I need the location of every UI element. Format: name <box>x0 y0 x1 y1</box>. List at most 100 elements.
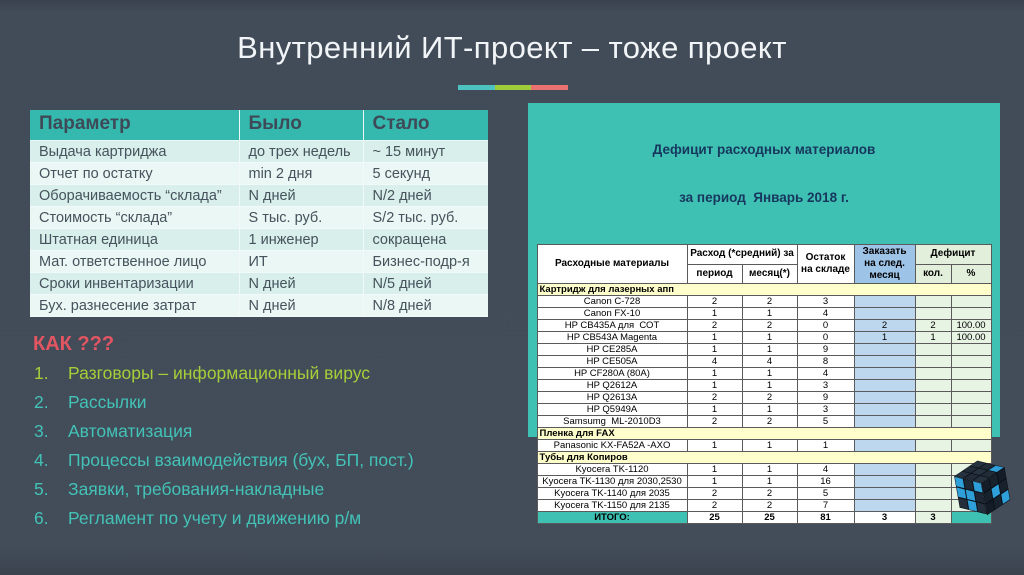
report-cell-order <box>853 295 916 308</box>
report-cell-stock: 5 <box>796 487 855 500</box>
report-cell-qty <box>914 439 952 452</box>
report-section-row: Картридж для лазерных апп <box>536 283 992 296</box>
report-cell-qty <box>914 415 952 428</box>
report-cell-qty <box>914 379 952 392</box>
cube-tile <box>974 491 985 504</box>
comparison-cell-param: Оборачиваемость “склада” <box>30 184 240 207</box>
comparison-cell-after: N/2 дней <box>363 184 488 207</box>
comparison-row: Оборачиваемость “склада” N дней N/2 дней <box>30 184 488 207</box>
cube-tile <box>981 478 991 493</box>
report-cell-qty <box>914 343 952 356</box>
report-cell-period: 1 <box>686 331 743 344</box>
report-cell-name: Kyocera TK-1120 <box>536 463 688 476</box>
report-cell-pct <box>950 391 992 404</box>
report-data-row: Kyocera TK-1150 для 2135 2 2 7 <box>536 499 992 512</box>
cube-tile <box>997 468 1006 483</box>
how-list-item: 3. Автоматизация <box>34 421 514 450</box>
how-item-number: 6. <box>34 508 49 528</box>
how-list-item: 1. Разговоры – информационный вирус <box>34 363 514 392</box>
report-total-order: 3 <box>853 511 916 524</box>
report-cell-stock: 1 <box>796 439 855 452</box>
report-data-row: Panasonic KX-FA52A -AXO 1 1 1 <box>536 439 992 452</box>
report-cell-month: 1 <box>741 463 798 476</box>
comparison-cell-after: сокращена <box>363 228 488 251</box>
report-cell-month: 1 <box>741 439 798 452</box>
report-cell-order <box>853 487 916 500</box>
report-data-row: Canon FX-10 1 1 4 <box>536 307 992 320</box>
cube-tile <box>979 463 995 470</box>
report-cell-stock: 9 <box>796 343 855 356</box>
report-data-row: HP CF280A (80A) 1 1 4 <box>536 367 992 380</box>
report-cell-month: 2 <box>741 295 798 308</box>
cube-tile <box>989 473 999 488</box>
report-cell-month: 1 <box>741 475 798 488</box>
report-cell-pct <box>950 403 992 416</box>
report-cell-qty <box>914 307 952 320</box>
comparison-table-body: Выдача картриджа до трех недель ~ 15 минут… <box>30 140 488 317</box>
comparison-row: Штатная единица 1 инженер сокращена <box>30 228 488 251</box>
report-cell-pct <box>950 307 992 320</box>
report-cell-qty: 1 <box>914 331 952 344</box>
rubiks-cube-image <box>954 460 1011 516</box>
report-cell-stock: 4 <box>796 367 855 380</box>
report-cell-name: Kyocera TK-1150 для 2135 <box>536 499 688 512</box>
report-data-row: HP CB435A для СОТ 2 2 0 2 2 100.00 <box>536 319 992 332</box>
report-total-month: 25 <box>741 511 798 524</box>
report-cell-name: HP CE285A <box>536 343 688 356</box>
report-cell-stock: 0 <box>796 319 855 332</box>
report-cell-stock: 4 <box>796 463 855 476</box>
report-title: Дефицит расходных материалов за период Я… <box>528 103 1000 238</box>
report-cell-period: 1 <box>686 439 743 452</box>
report-cell-name: Kyocera TK-1140 для 2035 <box>536 487 688 500</box>
comparison-cell-before: до трех недель <box>239 140 364 163</box>
report-header-stock: Остаток на складе <box>796 244 855 284</box>
report-cell-name: Canon C-728 <box>536 295 688 308</box>
report-cell-order <box>853 475 916 488</box>
how-item-number: 3. <box>34 421 49 441</box>
report-cell-qty <box>914 403 952 416</box>
comparison-cell-after: Бизнес-подр-я <box>363 250 488 273</box>
report-section-name: Пленка для FAX <box>536 427 992 440</box>
report-cell-month: 1 <box>741 331 798 344</box>
how-item-number: 2. <box>34 392 49 412</box>
report-cell-pct <box>950 367 992 380</box>
report-data-row: Samsumg ML-2010D3 2 2 5 <box>536 415 992 428</box>
deficit-report-panel: Дефицит расходных материалов за период Я… <box>528 103 1000 524</box>
cube-tile <box>988 465 1004 473</box>
cube-tile <box>973 475 989 483</box>
report-cell-pct: 100.00 <box>950 331 992 344</box>
report-cell-order <box>853 307 916 320</box>
report-section-row: Пленка для FAX <box>536 427 992 440</box>
report-section-row: Тубы для Копиров <box>536 451 992 464</box>
report-cell-stock: 3 <box>796 403 855 416</box>
report-cell-period: 2 <box>686 391 743 404</box>
cube-tile <box>972 481 983 493</box>
how-item-number: 4. <box>34 450 49 470</box>
report-cell-qty <box>914 295 952 308</box>
report-cell-name: Samsumg ML-2010D3 <box>536 415 688 428</box>
report-cell-order: 2 <box>853 319 916 332</box>
report-cell-month: 2 <box>741 415 798 428</box>
report-cell-qty <box>914 475 952 488</box>
report-header-qty: кол. <box>914 263 952 284</box>
report-total-row: ИТОГО: 25 25 81 3 3 <box>536 511 992 524</box>
report-table: Расходные материалы Расход (*средний) за… <box>536 244 992 524</box>
report-cell-stock: 0 <box>796 331 855 344</box>
how-item-number: 5. <box>34 479 49 499</box>
report-cell-name: HP Q2612A <box>536 379 688 392</box>
report-data-row: Kyocera TK-1120 1 1 4 <box>536 463 992 476</box>
report-data-row: HP Q2612A 1 1 3 <box>536 379 992 392</box>
report-cell-period: 1 <box>686 403 743 416</box>
cube-tile <box>991 484 1001 499</box>
report-cell-pct <box>950 439 992 452</box>
cube-tile <box>970 461 986 468</box>
report-cell-order <box>853 439 916 452</box>
report-total-stock: 81 <box>796 511 855 524</box>
report-cell-order <box>853 379 916 392</box>
cube-tile <box>967 500 978 512</box>
report-cell-month: 1 <box>741 379 798 392</box>
report-header-order: Заказать на след. месяц <box>853 244 916 284</box>
cube-tile <box>983 489 993 504</box>
report-cell-stock: 4 <box>796 307 855 320</box>
cube-tile <box>965 489 976 501</box>
